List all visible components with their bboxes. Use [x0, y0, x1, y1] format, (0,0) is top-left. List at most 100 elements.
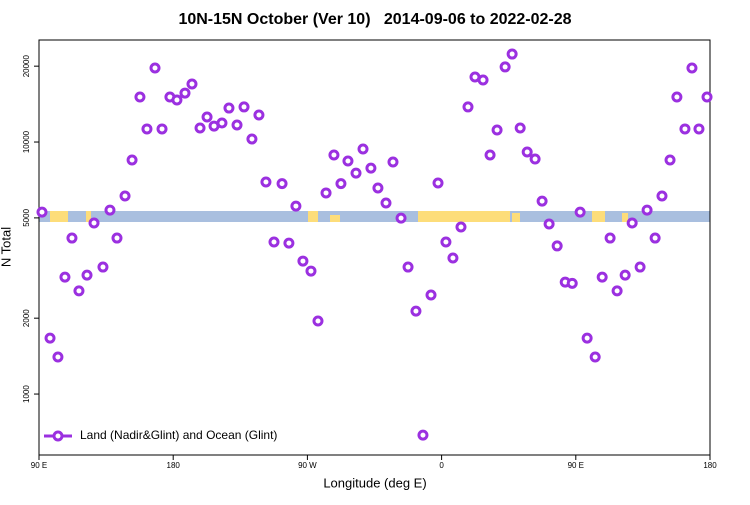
data-point — [506, 48, 518, 60]
data-point — [59, 271, 71, 283]
data-point — [484, 149, 496, 161]
chart-title: 10N-15N October (Ver 10) 2014-09-06 to 2… — [178, 11, 571, 28]
data-point — [619, 269, 631, 281]
data-point — [126, 154, 138, 166]
land-strip — [50, 211, 628, 222]
x-tick-label: 0 — [439, 461, 444, 470]
data-point — [499, 61, 511, 73]
data-point — [73, 285, 85, 297]
data-point — [66, 232, 78, 244]
data-point — [36, 206, 48, 218]
data-point — [52, 351, 64, 363]
data-point — [581, 332, 593, 344]
data-point — [417, 429, 429, 441]
legend-marker — [52, 430, 64, 442]
data-point — [104, 204, 116, 216]
data-point — [231, 119, 243, 131]
data-point — [574, 206, 586, 218]
data-point — [589, 351, 601, 363]
data-point — [693, 123, 705, 135]
data-point — [357, 143, 369, 155]
data-point — [141, 123, 153, 135]
data-point — [88, 217, 100, 229]
data-point — [686, 62, 698, 74]
x-tick-label: 90 W — [298, 461, 317, 470]
x-tick-label: 180 — [167, 461, 181, 470]
data-point — [97, 261, 109, 273]
data-point — [312, 315, 324, 327]
data-point — [425, 289, 437, 301]
data-point — [604, 232, 616, 244]
data-point — [395, 212, 407, 224]
data-point — [432, 177, 444, 189]
data-point — [350, 167, 362, 179]
data-point — [290, 200, 302, 212]
data-point — [410, 305, 422, 317]
data-point — [671, 91, 683, 103]
data-point — [611, 285, 623, 297]
x-tick-label: 90 E — [31, 461, 47, 470]
data-point — [477, 74, 489, 86]
y-tick-label: 2000 — [22, 309, 31, 327]
data-point — [380, 197, 392, 209]
data-point — [551, 240, 563, 252]
data-point — [365, 162, 377, 174]
data-point — [216, 117, 228, 129]
data-point — [81, 269, 93, 281]
data-point — [328, 149, 340, 161]
data-point — [111, 232, 123, 244]
plot-frame — [38, 39, 711, 456]
data-point — [171, 94, 183, 106]
data-point — [649, 232, 661, 244]
data-point — [566, 277, 578, 289]
data-point — [596, 271, 608, 283]
data-point — [276, 178, 288, 190]
x-tick-label: 180 — [703, 461, 717, 470]
y-tick-label: 5000 — [22, 208, 31, 226]
data-point — [320, 187, 332, 199]
data-point — [440, 236, 452, 248]
data-point — [701, 91, 713, 103]
data-point — [156, 123, 168, 135]
data-point — [462, 101, 474, 113]
x-axis-label: Longitude (deg E) — [323, 475, 426, 490]
data-point — [223, 102, 235, 114]
data-point — [119, 190, 131, 202]
data-point — [529, 153, 541, 165]
map-band — [39, 211, 710, 222]
data-point — [447, 252, 459, 264]
data-point — [260, 176, 272, 188]
data-point — [543, 218, 555, 230]
y-tick-label: 1000 — [22, 385, 31, 403]
data-point — [521, 146, 533, 158]
data-point — [305, 265, 317, 277]
data-point — [342, 155, 354, 167]
data-point — [514, 122, 526, 134]
x-tick-label: 90 E — [568, 461, 584, 470]
data-point — [186, 78, 198, 90]
data-point — [201, 111, 213, 123]
data-point — [664, 154, 676, 166]
data-point — [372, 182, 384, 194]
legend-label: Land (Nadir&Glint) and Ocean (Glint) — [80, 428, 277, 442]
data-point — [387, 156, 399, 168]
data-point — [149, 62, 161, 74]
data-point — [679, 123, 691, 135]
data-point — [194, 122, 206, 134]
data-point — [246, 133, 258, 145]
data-point — [44, 332, 56, 344]
data-point — [656, 190, 668, 202]
data-point — [491, 124, 503, 136]
data-point — [134, 91, 146, 103]
data-point — [238, 101, 250, 113]
data-point — [268, 236, 280, 248]
y-axis-label: N Total — [0, 227, 13, 267]
data-point — [455, 221, 467, 233]
data-point — [402, 261, 414, 273]
data-point — [335, 178, 347, 190]
data-point — [641, 204, 653, 216]
data-point — [626, 217, 638, 229]
data-point — [283, 237, 295, 249]
y-tick-label: 20000 — [22, 54, 31, 77]
